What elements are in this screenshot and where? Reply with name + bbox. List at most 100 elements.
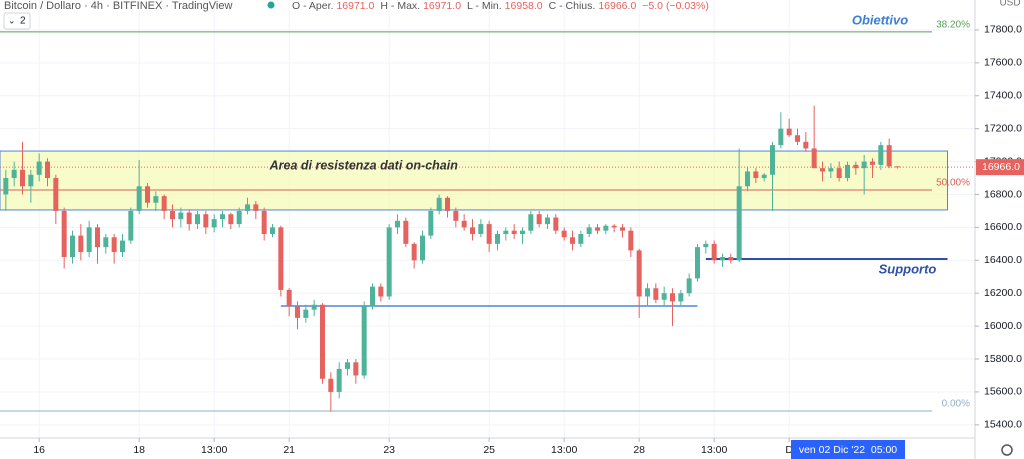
ohlc-value: 16958.0	[505, 0, 543, 12]
candle-body	[770, 145, 775, 175]
candle-body	[720, 257, 725, 261]
candle-body	[570, 237, 575, 244]
candle-body	[536, 214, 542, 225]
candle-body	[11, 169, 17, 179]
settings-icon[interactable]	[1001, 444, 1013, 456]
candle-body	[478, 224, 484, 234]
candle-body	[303, 309, 309, 318]
candle-body	[553, 217, 559, 231]
candle-body	[203, 214, 209, 228]
candle-body	[336, 368, 342, 392]
candle-body	[245, 204, 250, 211]
candle-body	[670, 293, 675, 302]
ohlc-label: O - Aper.	[292, 0, 333, 12]
marks	[0, 31, 975, 412]
ohlc-value: 16971.0	[336, 0, 374, 12]
y-tick-label: 15800.0	[984, 353, 1022, 365]
candle-body	[111, 237, 117, 253]
candle-body	[3, 178, 9, 195]
candle-body	[603, 225, 609, 231]
candle-body	[811, 148, 817, 169]
candle-body	[820, 168, 825, 172]
candle-body	[695, 247, 700, 279]
candle-body	[428, 210, 434, 236]
candle-body	[678, 293, 684, 302]
candle-body	[886, 145, 892, 167]
x-tick-label: 13:00	[701, 444, 727, 456]
candle-body	[753, 171, 759, 179]
candle-body	[711, 243, 717, 261]
candle-body	[320, 304, 325, 379]
candle-body	[853, 164, 859, 169]
resistance-zone	[0, 150, 948, 211]
indicator-toggle[interactable]	[3, 12, 31, 30]
candle-body	[786, 128, 792, 136]
candle-body	[386, 227, 392, 297]
candle-body	[453, 210, 459, 221]
x-tick-label: 28	[633, 444, 645, 456]
candle-body	[295, 306, 300, 318]
candle-body	[803, 141, 809, 149]
candle-body	[528, 214, 534, 231]
candle-body	[511, 230, 517, 234]
candle-body	[778, 128, 784, 146]
candle-body	[661, 293, 667, 300]
candle-body	[378, 286, 384, 297]
candle-body	[703, 243, 709, 248]
candle-body	[878, 145, 884, 165]
ohlc-legend: O - Aper. 16971.0 H - Max. 16971.0 L - Min. 1…	[292, 0, 709, 12]
candle-body	[653, 288, 659, 300]
candle-body	[503, 230, 509, 234]
candle-body	[70, 235, 75, 258]
candle-body	[845, 164, 850, 179]
y-tick-label: 16200.0	[984, 287, 1022, 299]
candle-body	[395, 220, 400, 228]
candle-body	[545, 217, 550, 225]
candle-body	[195, 214, 200, 225]
candle-body	[611, 225, 617, 228]
x-tick-label: 13:00	[201, 444, 227, 456]
candle-body	[353, 362, 359, 376]
candle-body	[86, 227, 92, 253]
gear[interactable]	[1001, 444, 1013, 456]
x-tick-label: 23	[383, 444, 395, 456]
line-label: Supporto	[879, 261, 937, 276]
candle-body	[420, 235, 425, 261]
x-tick-label: 25	[483, 444, 495, 456]
x-tick-label: 21	[283, 444, 295, 456]
y-tick-label: 16000.0	[984, 320, 1022, 332]
ohlc-value: 16966.0	[598, 0, 636, 12]
y-tick-label: 17400.0	[984, 90, 1022, 102]
candle-body	[278, 227, 284, 290]
candle-body	[120, 240, 125, 253]
ohlc-change: −5.0 (−0.03%)	[642, 0, 709, 12]
candle-body	[436, 197, 442, 211]
fib-label: 38.20%	[936, 20, 970, 31]
candle-body	[761, 174, 767, 179]
y-tick-label: 17600.0	[984, 57, 1022, 69]
candle-body	[311, 304, 317, 310]
candle-body	[470, 227, 475, 234]
candle-body	[828, 168, 834, 172]
candle-body	[228, 214, 234, 225]
candle-body	[578, 233, 584, 244]
candle-body	[61, 210, 67, 258]
ohlc-label: H - Max.	[380, 0, 420, 12]
axis-unit: USD	[999, 0, 1020, 9]
candle-body	[345, 362, 350, 369]
candle-body	[186, 212, 192, 225]
x-tick-label: 13:00	[551, 444, 577, 456]
candle-body	[870, 161, 875, 165]
candle-body	[411, 243, 417, 261]
candle-body	[461, 220, 467, 228]
candle-body	[95, 227, 100, 248]
candle-body	[486, 224, 492, 244]
candle-body	[236, 210, 242, 225]
candle-body	[745, 171, 750, 187]
status-dot	[267, 1, 275, 9]
x-tick-label: 18	[133, 444, 145, 456]
candle-body	[161, 196, 167, 211]
chevron: ⌄	[8, 15, 16, 25]
crosshair-badge	[791, 440, 905, 459]
